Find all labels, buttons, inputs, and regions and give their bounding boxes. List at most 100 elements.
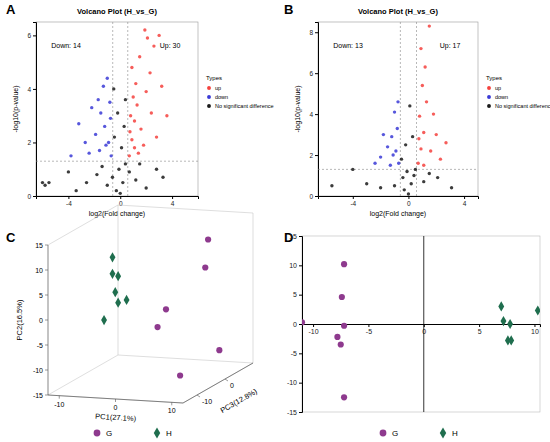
box-edge bbox=[48, 205, 118, 245]
point bbox=[396, 127, 399, 130]
point bbox=[152, 44, 155, 47]
tick: 10 bbox=[531, 324, 539, 335]
point bbox=[41, 181, 44, 184]
box-edge bbox=[48, 355, 118, 395]
tick: -5 bbox=[291, 350, 302, 357]
point bbox=[112, 87, 115, 90]
point bbox=[124, 162, 127, 165]
annotation: Up: 30 bbox=[160, 42, 181, 50]
legend-marker bbox=[207, 95, 211, 99]
tick: -10 bbox=[309, 324, 319, 335]
point bbox=[150, 111, 153, 114]
point bbox=[155, 168, 158, 171]
point bbox=[400, 157, 403, 160]
tick-label: 0 bbox=[119, 200, 123, 207]
tick-mark bbox=[534, 324, 535, 327]
tick-label: 2 bbox=[309, 152, 313, 159]
y-axis-title: -log10(p-value) bbox=[12, 85, 20, 132]
tick-mark bbox=[171, 402, 172, 405]
point bbox=[135, 103, 138, 106]
point bbox=[108, 101, 111, 104]
legend: GH bbox=[94, 427, 172, 438]
legend-marker bbox=[94, 430, 101, 437]
tick-mark bbox=[299, 265, 302, 266]
point bbox=[103, 125, 106, 128]
point bbox=[160, 85, 163, 88]
point bbox=[205, 236, 211, 242]
tick-label: 5 bbox=[293, 291, 297, 298]
legend: TypesupdownNo significant difference bbox=[486, 75, 550, 109]
tick: 8 bbox=[309, 29, 318, 36]
point bbox=[508, 335, 514, 345]
legend-label: G bbox=[106, 429, 112, 438]
tick: 6 bbox=[309, 70, 318, 77]
tick: -4 bbox=[350, 196, 356, 207]
tick: 5 bbox=[293, 291, 302, 298]
point bbox=[422, 180, 425, 183]
tick-label: 0 bbox=[309, 193, 313, 200]
panel-label: C bbox=[6, 230, 16, 245]
tick-mark bbox=[45, 245, 48, 246]
point bbox=[397, 162, 400, 165]
threshold-line bbox=[400, 22, 401, 196]
tick-mark bbox=[479, 324, 480, 327]
series bbox=[302, 261, 347, 400]
point bbox=[373, 162, 376, 165]
point bbox=[432, 112, 435, 115]
tick-label: 0 bbox=[230, 382, 234, 389]
point bbox=[106, 77, 109, 80]
point bbox=[128, 170, 131, 173]
tick-label: -15 bbox=[33, 392, 43, 399]
tick-mark bbox=[368, 324, 369, 327]
point bbox=[386, 145, 389, 148]
point bbox=[423, 65, 426, 68]
point bbox=[138, 162, 141, 165]
axis-line bbox=[303, 325, 541, 328]
tick-mark bbox=[45, 295, 48, 296]
tick-label: -4 bbox=[350, 200, 356, 207]
point bbox=[507, 319, 513, 329]
point bbox=[120, 146, 123, 149]
tick-mark bbox=[299, 353, 302, 354]
point bbox=[100, 165, 103, 168]
point bbox=[134, 178, 137, 181]
point bbox=[450, 186, 453, 189]
tick-mark bbox=[315, 155, 318, 156]
point bbox=[535, 305, 540, 315]
point bbox=[132, 95, 135, 98]
point bbox=[404, 143, 407, 146]
series bbox=[498, 301, 540, 345]
tick-label: 15 bbox=[289, 233, 297, 240]
point bbox=[330, 184, 333, 187]
tick-label: 4 bbox=[463, 200, 467, 207]
point bbox=[111, 176, 114, 179]
plot-area bbox=[302, 261, 540, 400]
tick: 2 bbox=[27, 139, 36, 146]
point bbox=[115, 298, 121, 308]
legend-label: down bbox=[215, 94, 228, 100]
point bbox=[165, 114, 168, 117]
axis: -404 bbox=[319, 196, 479, 207]
point bbox=[109, 154, 112, 157]
tick: 4 bbox=[309, 111, 318, 118]
point bbox=[90, 106, 93, 109]
legend-label: No significant difference bbox=[215, 103, 274, 109]
point bbox=[429, 149, 432, 152]
point bbox=[146, 36, 149, 39]
tick-label: 0 bbox=[27, 193, 31, 200]
tick-mark bbox=[120, 196, 121, 199]
tick-label: 10 bbox=[35, 267, 43, 274]
point bbox=[439, 157, 442, 160]
legend-marker bbox=[487, 104, 491, 108]
tick-label: 5 bbox=[39, 292, 43, 299]
panel-label: A bbox=[6, 2, 16, 17]
point bbox=[414, 168, 417, 171]
plot-area bbox=[318, 22, 478, 196]
threshold-line bbox=[318, 169, 478, 170]
point bbox=[107, 141, 110, 144]
point bbox=[425, 100, 428, 103]
tick: 0 bbox=[309, 193, 318, 200]
tick-mark bbox=[353, 196, 354, 199]
tick-mark bbox=[299, 236, 302, 237]
point bbox=[155, 135, 158, 138]
